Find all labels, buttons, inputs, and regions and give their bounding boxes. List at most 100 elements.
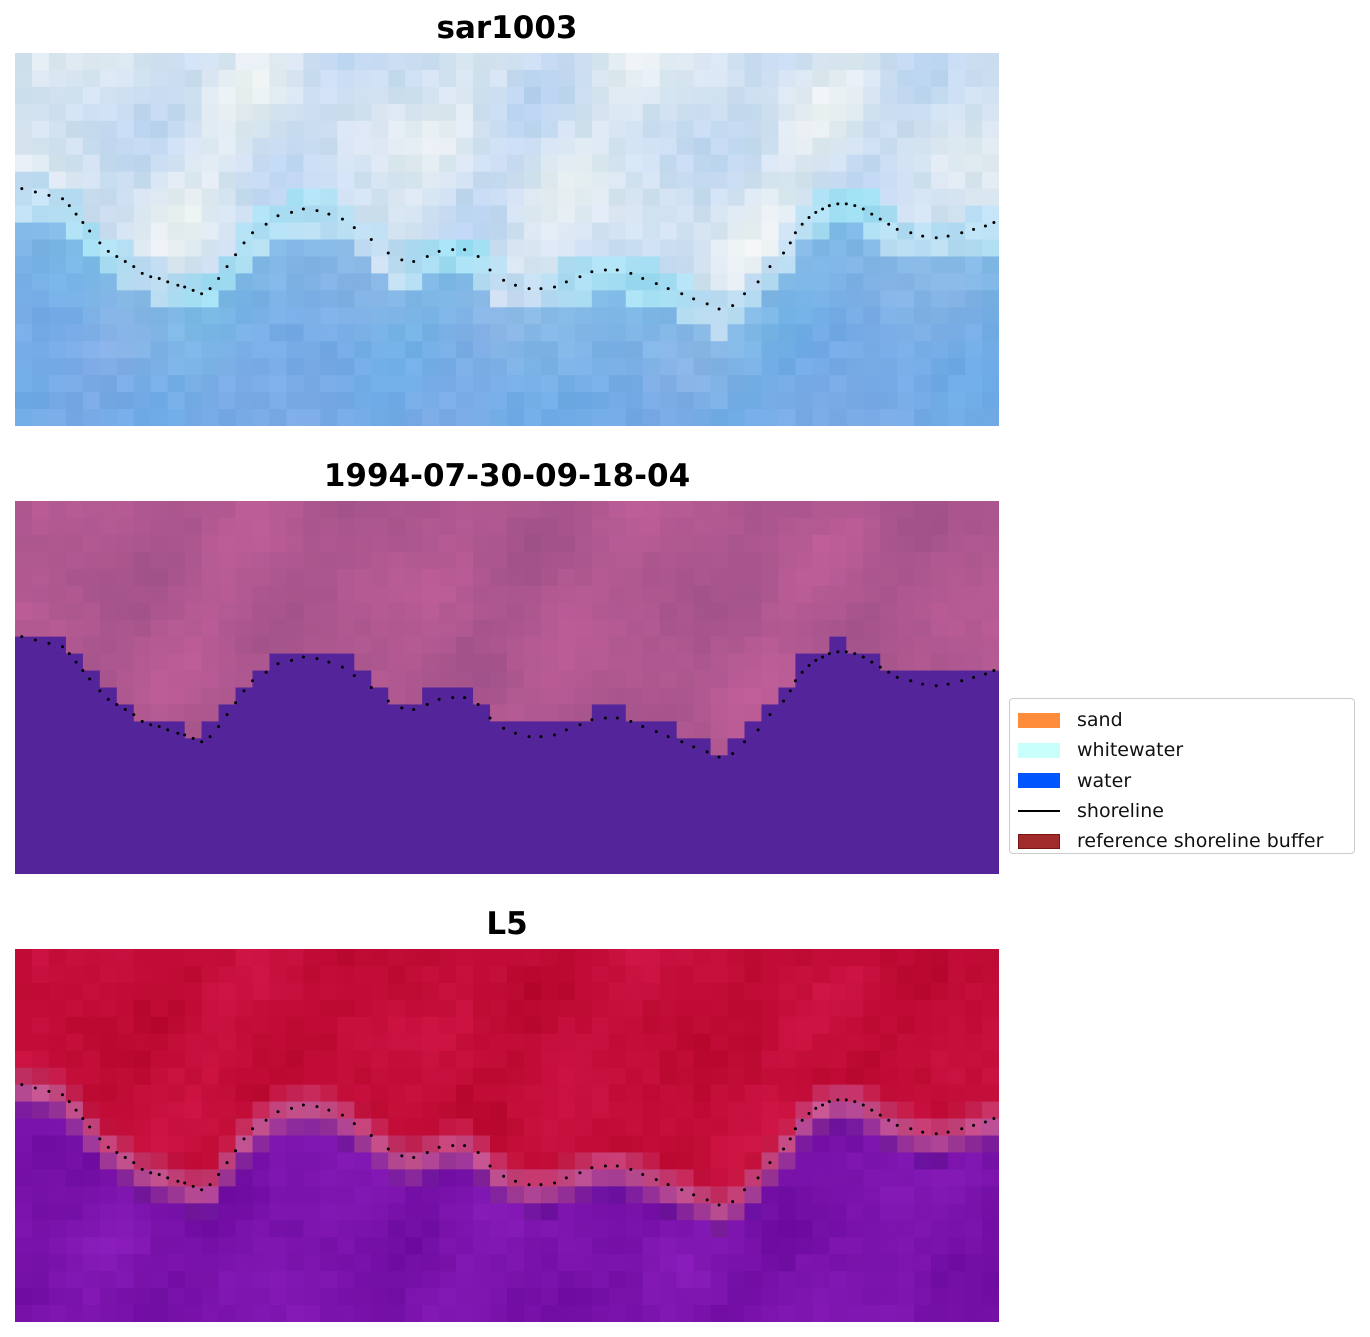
heatmap-cell (252, 1203, 271, 1221)
heatmap-cell (167, 568, 186, 587)
heatmap-cell (659, 53, 678, 71)
heatmap-cell (880, 585, 898, 604)
panel-title-classified: 1994-07-30-09-18-04 (323, 458, 691, 494)
heatmap-cell (116, 392, 135, 410)
heatmap-cell (507, 1101, 525, 1120)
heatmap-cell (965, 704, 983, 722)
heatmap-cell (591, 982, 610, 1001)
heatmap-cell (303, 501, 321, 519)
heatmap-cell (218, 137, 237, 156)
heatmap-cell (184, 949, 203, 967)
shoreline-point (878, 665, 882, 669)
heatmap-cell (473, 949, 491, 967)
heatmap-cell (846, 636, 864, 655)
heatmap-cell (371, 501, 389, 519)
heatmap-cell (65, 1152, 84, 1170)
heatmap-cell (710, 1169, 729, 1187)
heatmap-cell (439, 222, 457, 241)
heatmap-cell (880, 965, 898, 984)
heatmap-cell (676, 1220, 695, 1238)
shoreline-point (437, 1145, 441, 1149)
heatmap-cell (422, 1084, 440, 1103)
heatmap-cell (116, 1186, 135, 1204)
heatmap-cell (490, 256, 508, 274)
heatmap-cell (490, 341, 508, 359)
heatmap-cell (778, 738, 797, 756)
heatmap-cell (948, 409, 966, 426)
heatmap-cell (252, 755, 271, 773)
heatmap-cell (863, 534, 881, 553)
heatmap-cell (269, 1033, 288, 1052)
heatmap-cell (574, 188, 593, 207)
shoreline-point (793, 679, 797, 683)
heatmap-cell (320, 999, 338, 1018)
shoreline-point (827, 1100, 831, 1104)
heatmap-cell (15, 53, 33, 71)
heatmap-cell (439, 1288, 457, 1306)
heatmap-cell (167, 1305, 186, 1322)
heatmap-cell (116, 205, 135, 224)
heatmap-cell (48, 103, 67, 122)
heatmap-cell (473, 999, 491, 1018)
heatmap-cell (642, 392, 661, 410)
heatmap-cell (167, 103, 186, 122)
heatmap-cell (948, 154, 966, 173)
heatmap-cell (439, 982, 457, 1001)
heatmap-cell (303, 1118, 321, 1137)
heatmap-cell (642, 1186, 661, 1204)
heatmap-cell (846, 840, 864, 858)
heatmap-cell (795, 619, 813, 638)
heatmap-cell (608, 1101, 627, 1120)
heatmap-cell (439, 965, 457, 984)
heatmap-cell (863, 273, 881, 291)
heatmap-cell (15, 704, 33, 722)
heatmap-cell (523, 409, 542, 426)
heatmap-cell (693, 806, 712, 824)
heatmap-cell (320, 1254, 338, 1272)
heatmap-cell (31, 501, 50, 519)
heatmap-cell (965, 137, 983, 156)
heatmap-cell (540, 1203, 559, 1221)
heatmap-cell (608, 1084, 627, 1103)
heatmap-cell (133, 823, 152, 841)
heatmap-cell (625, 239, 644, 258)
heatmap-cell (846, 188, 864, 207)
heatmap-cell (15, 585, 33, 604)
heatmap-cell (337, 636, 355, 655)
shoreline-point (564, 280, 568, 284)
heatmap-cell (880, 120, 898, 139)
heatmap-cell (948, 965, 966, 984)
heatmap-cell (914, 949, 932, 967)
heatmap-cell (693, 120, 712, 139)
heatmap-cell (286, 755, 305, 773)
heatmap-cell (880, 1101, 898, 1120)
heatmap-cell (795, 137, 813, 156)
heatmap-cell (727, 392, 746, 410)
heatmap-cell (625, 154, 644, 173)
heatmap-cell (982, 823, 999, 841)
shoreline-point (176, 1179, 180, 1183)
heatmap-cell (676, 602, 695, 621)
heatmap-cell (574, 585, 593, 604)
heatmap-cell (320, 154, 338, 173)
heatmap-cell (269, 171, 288, 190)
heatmap-cell (473, 324, 491, 342)
heatmap-cell (507, 653, 525, 672)
shoreline-point (157, 277, 161, 280)
heatmap-cell (863, 1118, 881, 1137)
heatmap-cell (439, 239, 457, 258)
heatmap-cell (642, 501, 661, 519)
heatmap-cell (116, 1101, 135, 1120)
heatmap-cell (439, 358, 457, 376)
heatmap-cell (320, 636, 338, 655)
heatmap-cell (252, 602, 271, 621)
heatmap-cell (456, 188, 474, 207)
heatmap-cell (880, 1203, 898, 1221)
heatmap-cell (659, 636, 678, 655)
heatmap-cell (99, 704, 118, 722)
heatmap-cell (982, 1220, 999, 1238)
heatmap-cell (99, 965, 118, 984)
heatmap-cell (846, 53, 864, 71)
heatmap-cell (914, 1152, 932, 1170)
heatmap-cell (269, 721, 288, 739)
